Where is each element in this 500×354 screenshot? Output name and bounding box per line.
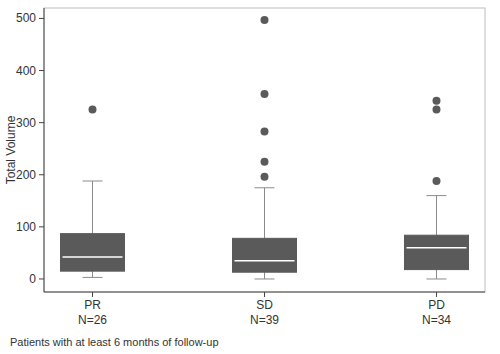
x-tick-label: SD <box>256 298 273 312</box>
n-label: N=39 <box>250 313 279 327</box>
box <box>61 234 125 272</box>
y-tick <box>39 226 44 227</box>
outlier <box>261 158 269 166</box>
whisker-upper <box>264 188 265 239</box>
caption: Patients with at least 6 months of follo… <box>10 336 219 348</box>
whisker-lower <box>264 272 265 279</box>
chart-container: 0 100 200 300 400 500 Total Volume PRN=26 SDN=39… <box>0 0 500 354</box>
whisker-lower <box>92 271 93 277</box>
x-tick <box>436 292 437 297</box>
outlier <box>261 128 269 136</box>
outlier <box>261 173 269 181</box>
chart-svg: 0 100 200 300 400 500 Total Volume PRN=26 SDN=39… <box>0 0 500 354</box>
whisker-cap-lower <box>83 277 103 278</box>
outlier <box>261 90 269 98</box>
y-axis-title: Total Volume <box>4 115 18 184</box>
y-tick-label: 500 <box>16 11 36 25</box>
n-label: N=34 <box>422 313 451 327</box>
plot-marks <box>61 16 469 279</box>
outlier <box>89 106 97 114</box>
y-tick-label: 400 <box>16 64 36 78</box>
outlier <box>261 16 269 24</box>
outlier <box>432 97 440 105</box>
whisker-cap-upper <box>255 187 275 188</box>
whisker-upper <box>92 181 93 234</box>
y-tick <box>39 278 44 279</box>
whisker-lower <box>436 270 437 279</box>
median <box>406 247 466 249</box>
median <box>63 256 123 258</box>
y-tick <box>39 122 44 123</box>
x-tick-label: PR <box>84 298 101 312</box>
x-tick-label: PD <box>428 298 445 312</box>
box <box>233 238 297 272</box>
whisker-cap-lower <box>426 278 446 279</box>
whisker-upper <box>436 196 437 236</box>
y-tick-label: 100 <box>16 220 36 234</box>
y-tick-label: 200 <box>16 168 36 182</box>
x-tick <box>264 292 265 297</box>
whisker-cap-upper <box>83 181 103 182</box>
plot-frame <box>44 8 485 292</box>
y-tick <box>39 70 44 71</box>
outlier <box>432 106 440 114</box>
whisker-cap-lower <box>255 278 275 279</box>
y-tick <box>39 174 44 175</box>
y-tick-label: 0 <box>29 272 36 286</box>
box <box>404 235 468 269</box>
median <box>235 260 295 262</box>
y-tick-label: 300 <box>16 116 36 130</box>
n-label: N=26 <box>78 313 107 327</box>
whisker-cap-upper <box>426 195 446 196</box>
y-tick <box>39 18 44 19</box>
outlier <box>432 177 440 185</box>
y-axis-line <box>44 8 45 292</box>
x-tick <box>92 292 93 297</box>
